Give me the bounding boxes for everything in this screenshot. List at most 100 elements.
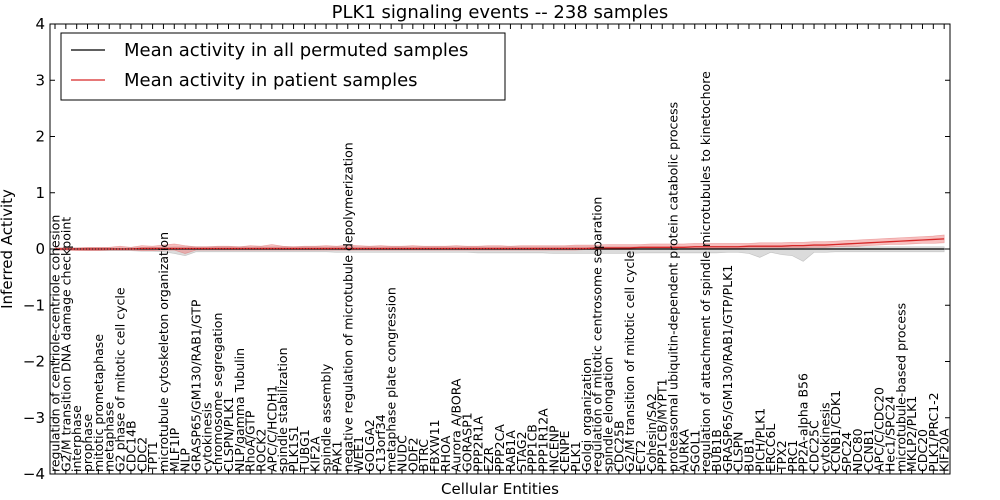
- x-tick-label: GORASP1: [460, 412, 475, 472]
- x-tick-label: CDC25C: [807, 420, 822, 472]
- x-tick-label: cytokinesis: [199, 402, 214, 472]
- x-tick-label: GRASP65/GM130/RAB1/GTP: [188, 299, 203, 472]
- x-tick-label: SPC24: [839, 432, 854, 472]
- x-tick-label: PRC1: [785, 440, 800, 472]
- y-tick-label: 2: [35, 128, 45, 146]
- chart-title: PLK1 signaling events -- 238 samples: [332, 2, 669, 23]
- y-tick-label: 4: [35, 15, 45, 33]
- x-tick-label: PPP1CB/MYPT1: [655, 378, 670, 472]
- plot-area: [50, 23, 950, 475]
- x-tick-label: RHOA: [438, 435, 453, 472]
- x-tick-label: spindle elongation: [601, 357, 616, 472]
- x-tick-label: cytokinesis: [817, 402, 832, 472]
- x-tick-label: CDC25B: [611, 420, 626, 472]
- x-tick-label: NUDC: [394, 435, 409, 472]
- x-tick-label: spindle assembly: [319, 363, 334, 472]
- x-tick-label: ODF2: [405, 437, 420, 472]
- legend-label-permuted: Mean activity in all permuted samples: [124, 40, 468, 61]
- x-tick-label: Hec1/SPC24: [882, 396, 897, 472]
- x-tick-label: BTRC: [416, 439, 431, 472]
- x-tick-label: GRASP65/GM130/RAB1/GTP/PLK1: [720, 265, 735, 472]
- x-tick-label: KIF2A: [308, 436, 323, 472]
- x-tick-label: EZR: [481, 447, 496, 472]
- x-tick-label: metaphase plate congression: [384, 287, 399, 472]
- x-tick-label: CDC14B: [123, 420, 138, 472]
- x-tick-label: microtubule-based process: [893, 303, 908, 472]
- x-tick-label: regulation of mitotic centrosome separat…: [590, 197, 605, 472]
- x-tick-label: prophase: [80, 414, 95, 472]
- x-tick-label: PLK1/PRC1-2: [926, 392, 941, 472]
- x-tick-label: TPT1: [145, 441, 160, 473]
- x-tick-label: APC/C/CDC20: [872, 387, 887, 472]
- x-tick-label: PPP2R1A: [470, 416, 485, 472]
- x-tick-label: FBXW11: [427, 419, 442, 472]
- x-tick-label: mitotic prometaphase: [91, 334, 106, 472]
- x-tick-label: Aurora A/BORA: [449, 378, 464, 472]
- x-tick-label: NDC80: [850, 428, 865, 472]
- x-tick-label: TUBG1: [297, 429, 312, 473]
- x-tick-label: Golgi organization: [579, 358, 594, 472]
- x-tick-label: PLK1S1: [286, 425, 301, 472]
- x-tick-label: APC/C/HCDH1: [264, 385, 279, 472]
- legend-label-patient: Mean activity in patient samples: [124, 70, 418, 91]
- x-tick-label: INCENP: [546, 425, 561, 472]
- x-tick-label: NLP/gamma Tubulin: [232, 348, 247, 472]
- x-tick-label: microtubule cytoskeleton organization: [156, 232, 171, 472]
- x-tick-label: WEE1: [351, 436, 366, 472]
- x-tick-label: metaphase: [102, 402, 117, 472]
- y-tick-label: −3: [23, 409, 45, 427]
- x-tick-label: G2/M transition of mitotic cell cycle: [622, 250, 637, 472]
- x-tick-label: CDC20: [915, 429, 930, 472]
- x-tick-label: PP2A-alpha B56: [796, 373, 811, 472]
- x-tick-label: GOLGA2: [362, 419, 377, 472]
- y-tick-label: −4: [23, 465, 45, 483]
- x-tick-label: ECT2: [633, 440, 648, 472]
- axes-frame: [49, 23, 951, 475]
- x-tick-label: CLSPN/PLK1: [221, 397, 236, 472]
- x-tick-label: CCNB1: [861, 429, 876, 472]
- y-tick-label: 0: [35, 240, 45, 258]
- x-tick-label: KIF20A: [937, 428, 952, 472]
- x-tick-label: spindle stabilization: [275, 347, 290, 472]
- x-tick-label: PLK1: [568, 441, 583, 472]
- x-tick-label: AURKA: [676, 429, 691, 472]
- x-tick-label: TPX2: [774, 440, 789, 473]
- x-tick-label: G2/M transition DNA damage checkpoint: [58, 217, 73, 472]
- x-tick-label: PPP1CB: [525, 424, 540, 472]
- x-tick-label: PAK1: [329, 441, 344, 472]
- x-tick-label: CCNB1/CDK1: [828, 390, 843, 472]
- x-tick-label: chromosome segregation: [210, 313, 225, 472]
- x-tick-label: BUB1B: [709, 429, 724, 472]
- x-tick-label: PPP2CA: [492, 424, 507, 472]
- x-tick-label: G2 phase of mitotic cell cycle: [113, 287, 128, 472]
- x-tick-label: regulation of centriole-centriole cohesi…: [48, 215, 63, 472]
- x-tick-label: C13orf34: [373, 414, 388, 472]
- x-tick-label: CDC2: [134, 437, 149, 472]
- x-tick-label: negative regulation of microtubule depol…: [340, 142, 355, 472]
- x-tick-label: PPP1R12A: [535, 408, 550, 472]
- x-tick-label: RAB1A: [503, 430, 518, 472]
- x-tick-label: ROCK2: [254, 429, 269, 472]
- x-tick-label: MLF1IP: [167, 427, 182, 472]
- y-tick-label: 3: [35, 71, 45, 89]
- x-tick-label: STAG2: [514, 431, 529, 472]
- x-tick-label: BUB1: [741, 438, 756, 472]
- series-line-1: [55, 238, 945, 250]
- x-tick-label: proteasomal ubiquitin-dependent protein …: [666, 102, 681, 472]
- x-tick-label: Cohesin/SA2: [644, 393, 659, 472]
- x-tick-label: SGOL1: [687, 430, 702, 472]
- x-tick-label: regulation of attachment of spindle micr…: [698, 71, 713, 472]
- x-tick-label: CENPE: [557, 430, 572, 472]
- x-tick-label: NLP: [178, 448, 193, 472]
- x-tick-label: CLSPN: [731, 431, 746, 472]
- x-tick-label: PICH/PLK1: [752, 408, 767, 472]
- x-tick-label: RhoA/GTP: [243, 410, 258, 472]
- y-tick-label: 1: [35, 184, 45, 202]
- x-axis-title: Cellular Entities: [441, 480, 559, 498]
- legend: Mean activity in all permuted samples Me…: [60, 32, 506, 101]
- y-tick-label: −1: [23, 296, 45, 314]
- y-axis-title: Inferred Activity: [0, 189, 16, 309]
- x-tick-label: interphase: [69, 405, 84, 472]
- x-tick-label: ERCC6L: [763, 424, 778, 472]
